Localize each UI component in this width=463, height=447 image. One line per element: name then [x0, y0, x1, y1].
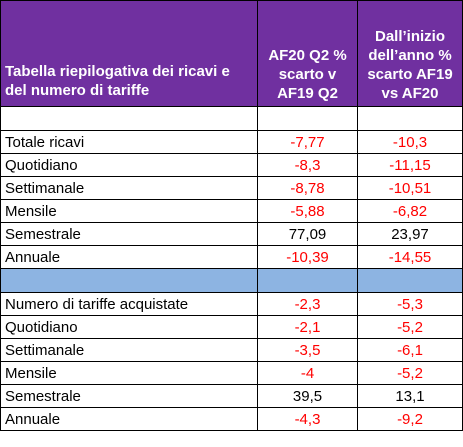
ytd-change-value: -5,2 [357, 361, 463, 385]
ytd-change-value: 13,1 [357, 384, 463, 408]
ytd-change-value: -5,2 [357, 315, 463, 339]
table-row: Settimanale -8,78 -10,51 [0, 176, 463, 200]
blank-cell [357, 106, 463, 131]
table-row: Semestrale 39,5 13,1 [0, 384, 463, 408]
row-label: Annuale [0, 407, 258, 431]
ytd-change-value: -14,55 [357, 245, 463, 269]
q2-change-value: -4,3 [257, 407, 358, 431]
separator-cell [0, 268, 258, 293]
table-row: Settimanale -3,5 -6,1 [0, 338, 463, 362]
row-label: Semestrale [0, 384, 258, 408]
row-label: Mensile [0, 199, 258, 223]
table-row: Quotidiano -8,3 -11,15 [0, 153, 463, 177]
row-label: Numero di tariffe acquistate [0, 292, 258, 316]
ytd-change-value: -6,1 [357, 338, 463, 362]
column-header-ytd: Dall’inizio dell’anno % scarto AF19 vs A… [357, 0, 463, 107]
ytd-change-value: -11,15 [357, 153, 463, 177]
ytd-change-value: 23,97 [357, 222, 463, 246]
q2-change-value: -2,1 [257, 315, 358, 339]
q2-change-value: -5,88 [257, 199, 358, 223]
table-row: Annuale -10,39 -14,55 [0, 245, 463, 269]
q2-change-value: -10,39 [257, 245, 358, 269]
separator-cell [357, 268, 463, 293]
q2-change-value: -4 [257, 361, 358, 385]
q2-change-value: -8,3 [257, 153, 358, 177]
table-row: Mensile -4 -5,2 [0, 361, 463, 385]
table-row: Annuale -4,3 -9,2 [0, 407, 463, 431]
row-label: Totale ricavi [0, 130, 258, 154]
row-label: Semestrale [0, 222, 258, 246]
blank-cell [257, 106, 358, 131]
ytd-change-value: -9,2 [357, 407, 463, 431]
table-row: Quotidiano -2,1 -5,2 [0, 315, 463, 339]
table-row: Mensile -5,88 -6,82 [0, 199, 463, 223]
header-row: Tabella riepilogativa dei ricavi e del n… [0, 0, 463, 107]
row-label: Mensile [0, 361, 258, 385]
separator-cell [257, 268, 358, 293]
row-label: Annuale [0, 245, 258, 269]
row-label: Quotidiano [0, 153, 258, 177]
row-label: Settimanale [0, 176, 258, 200]
table-row: Semestrale 77,09 23,97 [0, 222, 463, 246]
tariffs-section: Numero di tariffe acquistate -2,3 -5,3 Quot… [0, 292, 463, 431]
ytd-change-value: -10,51 [357, 176, 463, 200]
table-row: Totale ricavi -7,77 -10,3 [0, 130, 463, 154]
q2-change-value: -7,77 [257, 130, 358, 154]
q2-change-value: 39,5 [257, 384, 358, 408]
q2-change-value: -8,78 [257, 176, 358, 200]
table-title: Tabella riepilogativa dei ricavi e del n… [0, 0, 258, 107]
row-label: Quotidiano [0, 315, 258, 339]
ytd-change-value: -10,3 [357, 130, 463, 154]
blank-row [0, 106, 463, 131]
summary-table: Tabella riepilogativa dei ricavi e del n… [0, 0, 463, 431]
ytd-change-value: -6,82 [357, 199, 463, 223]
column-header-q2: AF20 Q2 % scarto v AF19 Q2 [257, 0, 358, 107]
ytd-change-value: -5,3 [357, 292, 463, 316]
table-row: Numero di tariffe acquistate -2,3 -5,3 [0, 292, 463, 316]
blank-cell [0, 106, 258, 131]
q2-change-value: -2,3 [257, 292, 358, 316]
row-label: Settimanale [0, 338, 258, 362]
q2-change-value: 77,09 [257, 222, 358, 246]
q2-change-value: -3,5 [257, 338, 358, 362]
revenue-section: Totale ricavi -7,77 -10,3 Quotidiano -8,3 -11… [0, 130, 463, 269]
section-separator-row [0, 268, 463, 293]
